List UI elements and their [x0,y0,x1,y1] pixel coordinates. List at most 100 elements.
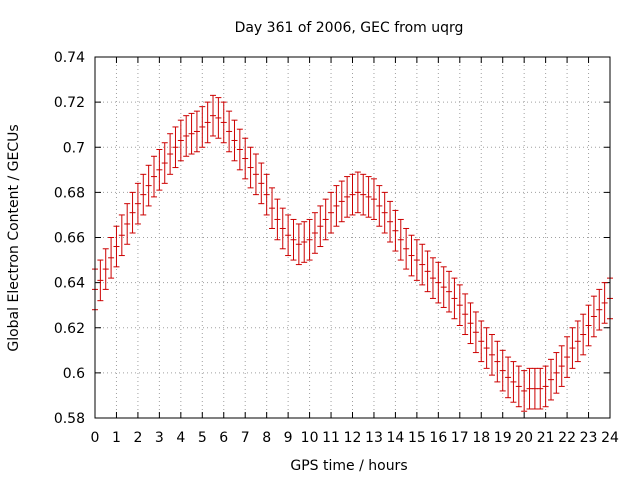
error-bar-point [177,119,184,162]
x-tick-label: 4 [176,430,185,446]
plot-frame [94,56,611,419]
error-bar-point [220,101,227,144]
error-bar-point [124,203,131,245]
error-bar-point [365,176,372,218]
x-tick-label: 12 [344,430,362,446]
x-tick-label: 7 [241,430,250,446]
error-bar-point [585,304,592,347]
x-tick-label: 1 [112,430,121,446]
error-bar-point [494,340,501,383]
error-bar-point [531,367,538,410]
error-bar-point [429,257,436,299]
error-bar-point [483,327,490,369]
y-tick-label: 0.72 [54,95,85,111]
error-bar-point [451,277,458,320]
error-bar-point [360,173,367,216]
error-bar-point [505,356,512,399]
error-bar-point [311,212,318,254]
error-bar-point [301,221,308,263]
y-axis-label: Global Electron Content / GECUs [6,124,22,351]
error-bar-point [580,313,587,356]
error-bar-point [403,227,410,270]
error-bar-point [252,153,259,196]
error-bar-point [515,365,522,408]
error-bar-point [188,112,195,155]
error-bar-point [569,327,576,369]
error-bar-point [193,110,200,153]
error-bar-point [446,270,453,313]
error-bar-series [92,94,613,412]
error-bar-point [488,334,495,376]
error-bar-point [322,198,329,241]
y-tick-label: 0.58 [54,411,85,427]
error-bar-point [328,191,335,234]
error-bar-point [558,345,565,387]
error-bar-point [478,320,485,363]
error-bar-point [172,126,179,169]
x-tick-label: 11 [322,430,340,446]
x-tick-label: 0 [91,430,100,446]
chart-title: Day 361 of 2006, GEC from uqrg [235,20,464,36]
x-tick-label: 20 [515,430,533,446]
error-bar-point [97,259,104,302]
x-tick-label: 18 [472,430,490,446]
x-tick-label: 19 [494,430,512,446]
error-bar-point [413,239,420,281]
error-bar-point [381,191,388,234]
error-bar-point [596,288,603,331]
error-bar-point [145,164,152,207]
error-bar-point [333,185,340,227]
x-tick-label: 17 [451,430,469,446]
error-bar-point [354,171,361,214]
x-tick-label: 23 [580,430,598,446]
y-tick-label: 0.64 [54,276,85,292]
error-bar-point [226,110,233,153]
error-bar-point [574,320,581,363]
y-tick-label: 0.74 [54,50,85,66]
error-bar-point [370,178,377,220]
error-bar-point [258,162,265,205]
x-tick-label: 22 [558,430,576,446]
error-bar-point [199,106,206,148]
error-bar-point [424,250,431,293]
error-bar-point [295,223,302,266]
x-tick-label: 8 [262,430,271,446]
y-tick-label: 0.7 [63,140,85,156]
error-bar-point [542,365,549,408]
error-bar-point [290,218,297,261]
x-tick-label: 2 [133,430,142,446]
error-bar-point [210,94,217,137]
error-bar-point [419,243,426,286]
error-bar-point [118,214,125,257]
error-bar-point [151,155,158,198]
error-bar-point [247,146,254,189]
error-bar-point [521,370,528,412]
error-bar-point [204,101,211,144]
grid [95,57,610,418]
x-tick-label: 14 [387,430,405,446]
error-bar-point [338,180,345,223]
error-bar-point [547,358,554,401]
error-bar-point [161,142,168,184]
error-bar-point [349,173,356,216]
error-bar-point [236,128,243,171]
y-tick-label: 0.6 [63,366,85,382]
x-tick-label: 9 [284,430,293,446]
error-bar-point [499,349,506,392]
error-bar-point [108,237,115,279]
error-bar-point [285,214,292,257]
error-bar-point [601,282,608,324]
x-tick-label: 15 [408,430,426,446]
error-bar-point [456,284,463,326]
x-axis-label: GPS time / hours [290,458,407,474]
error-bar-point [462,293,469,336]
error-bar-point [183,115,190,157]
error-bar-point [306,218,313,261]
error-bar-point [274,198,281,241]
error-bar-point [129,191,136,234]
x-tick-label: 3 [155,430,164,446]
error-bar-point [564,336,571,378]
y-tick-label: 0.68 [54,185,85,201]
error-bar-point [392,209,399,252]
